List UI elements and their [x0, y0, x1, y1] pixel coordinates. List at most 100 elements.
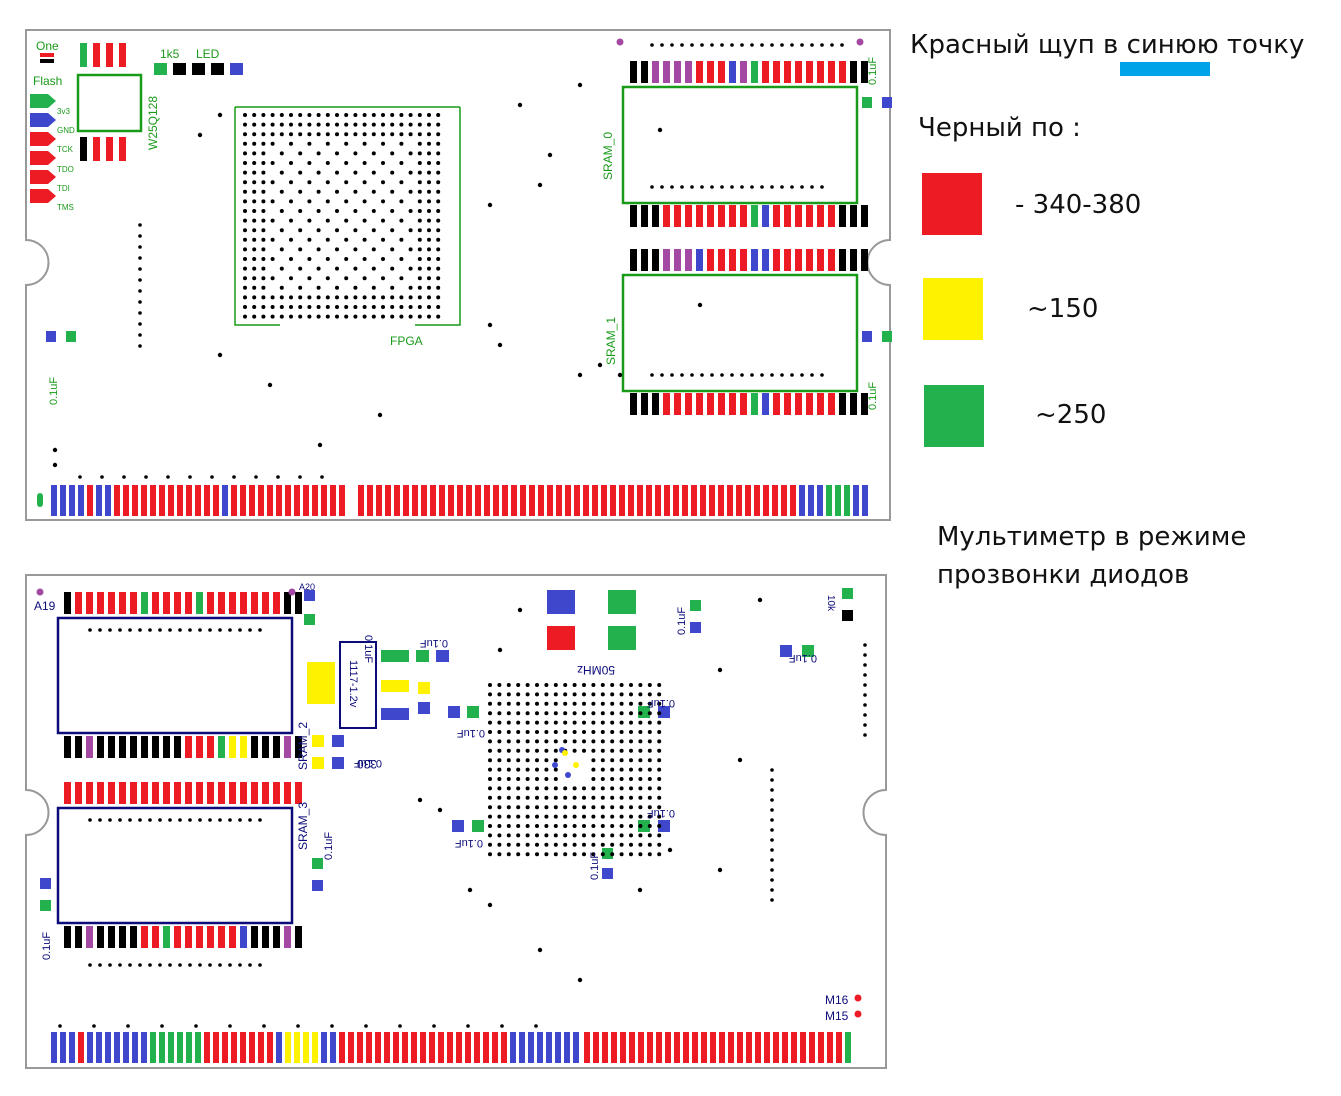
fpga-ball: [243, 285, 247, 290]
sram-via: [178, 628, 182, 632]
via: [364, 1024, 368, 1028]
edge-pad-left: [240, 1032, 246, 1063]
fpga-ball: [381, 113, 385, 117]
fpga-ball: [298, 132, 303, 137]
fpga-ball: [381, 218, 385, 223]
reg-pad: [381, 680, 409, 692]
edge-pad-left: [285, 1032, 291, 1063]
fpga-ball: [261, 237, 266, 242]
bga-ball: [610, 739, 615, 744]
bga-ball: [516, 833, 521, 838]
fpga-ball: [399, 122, 404, 127]
fpga-ball: [316, 189, 321, 194]
via: [262, 1024, 266, 1028]
fpga-ball: [279, 189, 284, 194]
fpga-outline: [234, 106, 461, 326]
sram-pad-bottom: [174, 926, 181, 948]
label-cap-b7: 0.1uF: [457, 727, 485, 739]
via: [534, 1024, 538, 1028]
bga-ball: [516, 767, 521, 772]
edge-pad-left: [204, 485, 210, 516]
fpga-ball: [353, 285, 358, 290]
sram-via: [138, 963, 142, 967]
bga-ball: [488, 824, 492, 828]
fpga-ball: [316, 122, 321, 127]
label-sram3: SRAM_3: [296, 802, 310, 850]
fpga-ball: [316, 228, 321, 233]
fpga-ball: [243, 132, 247, 137]
bga-ball: [591, 833, 596, 838]
fpga-ball: [335, 295, 339, 300]
sram-via: [138, 628, 142, 632]
fpga-ball: [436, 276, 441, 281]
bga-ball: [638, 701, 643, 706]
fpga-ball: [436, 122, 441, 127]
edge-pad-left: [321, 485, 327, 516]
fpga-ball: [252, 218, 257, 223]
sram-via: [218, 963, 222, 967]
bga-ball: [582, 786, 586, 791]
bga-ball: [516, 758, 521, 763]
sram-outline: [56, 616, 294, 735]
bga-ball: [657, 833, 662, 838]
fpga-ball: [298, 266, 303, 271]
fpga-ball: [390, 305, 395, 309]
bga-ball: [497, 739, 502, 744]
cap-pads: [66, 331, 76, 342]
via: [52, 462, 58, 468]
fpga-ball: [399, 276, 404, 281]
edge-pad-right: [727, 485, 733, 516]
jtag-pad: [30, 170, 56, 184]
fpga-ball: [325, 305, 330, 309]
edge-pad-left: [240, 485, 246, 516]
fpga-ball: [243, 276, 247, 281]
bga-ball: [535, 683, 539, 687]
fpga-ball: [353, 122, 358, 127]
jtag-pad: [30, 132, 56, 146]
sram-pad-bottom: [674, 393, 681, 415]
edge-pad-right: [448, 485, 454, 516]
fpga-ball: [243, 218, 247, 223]
sram-pad-bottom: [174, 736, 181, 758]
sram-via: [168, 818, 172, 822]
edge-pad-right: [358, 485, 364, 516]
bga-ball: [525, 711, 530, 716]
sram-pad-bottom: [295, 736, 302, 758]
bga-ball: [657, 720, 662, 725]
edge-pad-right: [394, 485, 400, 516]
sram-pad-bottom: [839, 205, 846, 227]
bga-ball: [572, 824, 577, 828]
fpga-ball: [371, 209, 376, 213]
edge-pad-left: [60, 485, 66, 516]
fpga-ball: [261, 305, 266, 309]
fpga-ball: [243, 257, 247, 261]
via: [317, 442, 323, 448]
sram-via: [128, 628, 132, 632]
edge-pad-right: [692, 1032, 698, 1063]
bga-ball: [638, 720, 643, 725]
sram-pad-bottom: [185, 926, 192, 948]
sram-pad-bottom: [861, 205, 868, 227]
bga-ball: [600, 767, 605, 772]
edge-pad-left: [276, 485, 282, 516]
bga-ball: [488, 805, 492, 810]
edge-pad-right: [719, 1032, 725, 1063]
fpga-ball: [252, 295, 257, 300]
fpga-ball: [261, 189, 266, 194]
sram-via: [98, 628, 102, 632]
fpga-ball: [307, 122, 312, 127]
label-cap-top-left: 0.1uF: [48, 377, 60, 405]
sram-via: [790, 373, 794, 377]
bga-ball: [497, 730, 502, 734]
bga-ball: [516, 777, 521, 781]
sram-pad-bottom: [86, 736, 93, 758]
via: [487, 322, 493, 328]
bga-ball: [553, 852, 558, 857]
fpga-ball: [408, 314, 413, 319]
bga-ball: [506, 767, 511, 772]
legend-probe-red-suffix: точку: [1218, 30, 1305, 60]
sram-outline: [621, 85, 859, 205]
bga-ball: [610, 805, 615, 810]
fpga-ball: [417, 314, 422, 319]
fpga-ball: [270, 141, 275, 146]
